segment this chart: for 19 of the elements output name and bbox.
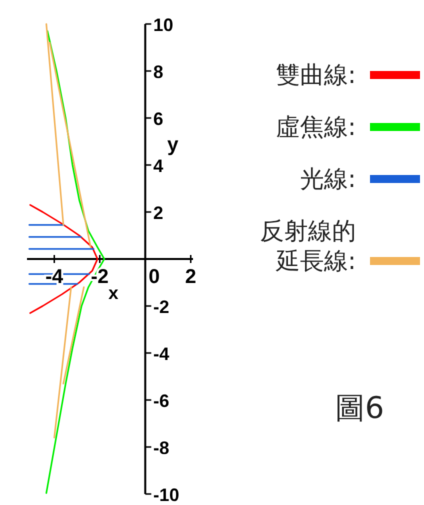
x-tick-label: 0 [148, 266, 160, 288]
y-tick-label: 6 [153, 109, 164, 129]
y-tick-label: -4 [153, 344, 170, 364]
y-tick-label: 10 [153, 15, 174, 35]
legend-label: 光線: [298, 164, 356, 194]
y-tick-label: -8 [153, 438, 170, 458]
legend-label: 虛焦線: [274, 112, 356, 142]
y-tick-label: 2 [153, 203, 164, 223]
y-tick-label: -10 [153, 485, 180, 505]
y-axis-title: y [167, 134, 180, 156]
legend-label: 雙曲線: [274, 60, 356, 90]
caption: 圖6 [335, 390, 384, 428]
y-tick-label: -6 [153, 391, 170, 411]
y-tick-label: 4 [153, 156, 164, 176]
y-tick-label: -2 [153, 297, 170, 317]
x-axis-title: x [108, 282, 118, 303]
x-tick-label: 2 [185, 266, 196, 288]
y-tick-label: 8 [153, 62, 164, 82]
legend-label: 反射線的延長線: [259, 216, 356, 276]
